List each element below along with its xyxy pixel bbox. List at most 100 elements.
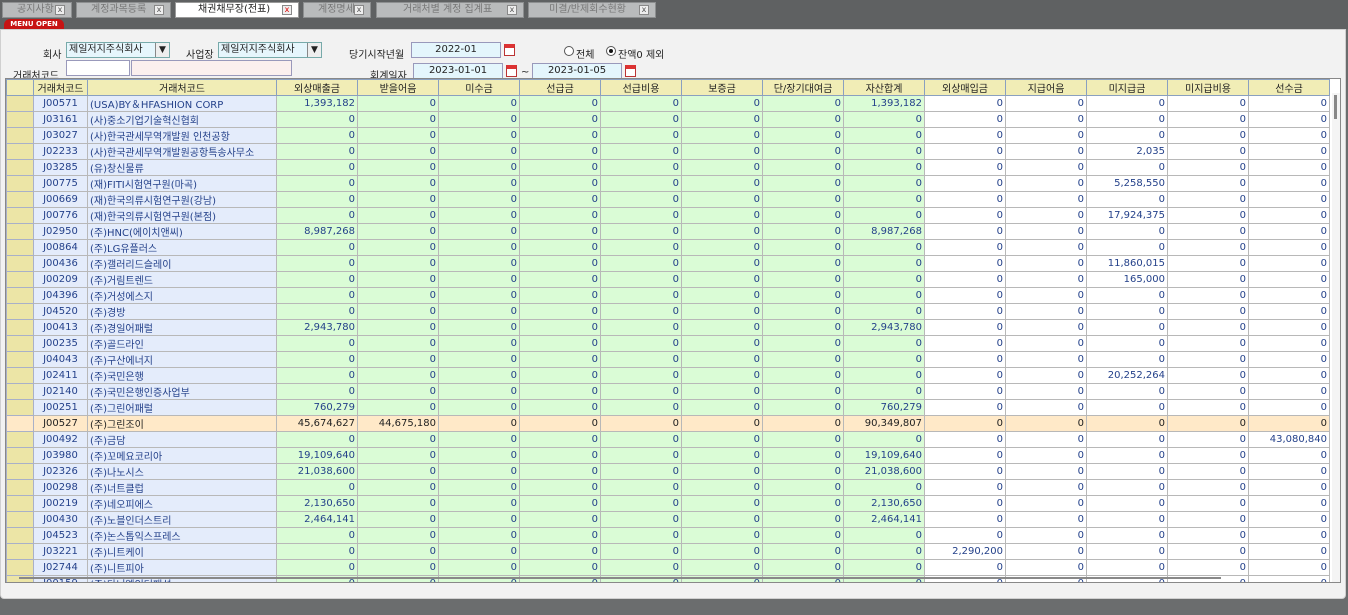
table-row[interactable]: J03285 (유)창신물류 0 0 0 0 0 0 0 0 0 0 0 0 0 bbox=[6, 159, 1330, 176]
amount-cell[interactable]: 0 bbox=[681, 95, 763, 112]
amount-cell[interactable]: 0 bbox=[276, 287, 358, 304]
amount-cell[interactable]: 0 bbox=[1005, 207, 1087, 224]
amount-cell[interactable]: 0 bbox=[438, 399, 520, 416]
amount-cell[interactable]: 2,130,650 bbox=[276, 495, 358, 512]
amount-cell[interactable]: 0 bbox=[357, 175, 439, 192]
amount-cell[interactable]: 43,080,840 bbox=[1248, 431, 1330, 448]
amount-cell[interactable]: 0 bbox=[357, 111, 439, 128]
amount-cell[interactable]: 0 bbox=[519, 175, 601, 192]
amount-cell[interactable]: 0 bbox=[519, 447, 601, 464]
amount-cell[interactable]: 0 bbox=[1248, 335, 1330, 352]
amount-cell[interactable]: 0 bbox=[357, 479, 439, 496]
amount-cell[interactable]: 0 bbox=[438, 255, 520, 272]
amount-cell[interactable]: 0 bbox=[1248, 319, 1330, 336]
amount-cell[interactable]: 0 bbox=[600, 95, 682, 112]
amount-cell[interactable]: 0 bbox=[843, 479, 925, 496]
amount-cell[interactable]: 0 bbox=[357, 143, 439, 160]
row-header[interactable] bbox=[6, 431, 34, 448]
amount-cell[interactable]: 0 bbox=[924, 495, 1006, 512]
amount-cell[interactable]: 2,290,200 bbox=[924, 543, 1006, 560]
amount-cell[interactable]: 0 bbox=[519, 159, 601, 176]
horizontal-scrollbar[interactable] bbox=[19, 577, 1221, 579]
table-row[interactable]: J00669 (재)한국의류시험연구원(강남) 0 0 0 0 0 0 0 0 0 0 0 0 0 bbox=[6, 191, 1330, 208]
amount-cell[interactable]: 0 bbox=[924, 207, 1006, 224]
table-row[interactable]: J04520 (주)경방 0 0 0 0 0 0 0 0 0 0 0 0 0 bbox=[6, 303, 1330, 320]
table-row[interactable]: J02140 (주)국민은행인증사업부 0 0 0 0 0 0 0 0 0 0 0 0 0 bbox=[6, 383, 1330, 400]
amount-cell[interactable]: 0 bbox=[1167, 527, 1249, 544]
amount-cell[interactable]: 0 bbox=[276, 239, 358, 256]
client-name-cell[interactable]: (주)구산에너지 bbox=[87, 351, 277, 368]
amount-cell[interactable]: 0 bbox=[924, 303, 1006, 320]
amount-cell[interactable]: 0 bbox=[1086, 191, 1168, 208]
amount-cell[interactable]: 0 bbox=[600, 303, 682, 320]
amount-cell[interactable]: 0 bbox=[519, 351, 601, 368]
amount-cell[interactable]: 0 bbox=[1167, 511, 1249, 528]
table-row[interactable]: J00436 (주)갤러리드슬레이 0 0 0 0 0 0 0 0 0 0 11,860,015 0 0 bbox=[6, 255, 1330, 272]
amount-cell[interactable]: 0 bbox=[357, 239, 439, 256]
amount-cell[interactable]: 0 bbox=[762, 559, 844, 576]
amount-cell[interactable]: 0 bbox=[762, 111, 844, 128]
amount-cell[interactable]: 0 bbox=[924, 367, 1006, 384]
amount-cell[interactable]: 0 bbox=[1086, 559, 1168, 576]
client-code-input[interactable] bbox=[66, 60, 130, 76]
amount-cell[interactable]: 0 bbox=[924, 511, 1006, 528]
amount-cell[interactable]: 0 bbox=[357, 287, 439, 304]
amount-cell[interactable]: 0 bbox=[762, 383, 844, 400]
row-header[interactable] bbox=[6, 303, 34, 320]
amount-cell[interactable]: 11,860,015 bbox=[1086, 255, 1168, 272]
amount-cell[interactable]: 19,109,640 bbox=[276, 447, 358, 464]
amount-cell[interactable]: 0 bbox=[762, 239, 844, 256]
column-header[interactable]: 거래처코드 bbox=[87, 79, 277, 96]
column-header[interactable]: 미지급비용 bbox=[1167, 79, 1249, 96]
amount-cell[interactable]: 0 bbox=[357, 207, 439, 224]
amount-cell[interactable]: 0 bbox=[276, 255, 358, 272]
amount-cell[interactable]: 0 bbox=[843, 303, 925, 320]
amount-cell[interactable]: 0 bbox=[924, 383, 1006, 400]
amount-cell[interactable]: 0 bbox=[519, 239, 601, 256]
column-header[interactable]: 외상매입금 bbox=[924, 79, 1006, 96]
amount-cell[interactable]: 0 bbox=[1248, 271, 1330, 288]
amount-cell[interactable]: 0 bbox=[762, 463, 844, 480]
amount-cell[interactable]: 0 bbox=[600, 559, 682, 576]
amount-cell[interactable]: 0 bbox=[438, 447, 520, 464]
amount-cell[interactable]: 0 bbox=[1086, 127, 1168, 144]
amount-cell[interactable]: 0 bbox=[357, 271, 439, 288]
amount-cell[interactable]: 0 bbox=[1005, 127, 1087, 144]
amount-cell[interactable]: 0 bbox=[276, 543, 358, 560]
amount-cell[interactable]: 0 bbox=[438, 271, 520, 288]
client-code-cell[interactable]: J00413 bbox=[33, 319, 88, 336]
amount-cell[interactable]: 0 bbox=[1167, 415, 1249, 432]
amount-cell[interactable]: 0 bbox=[438, 159, 520, 176]
amount-cell[interactable]: 0 bbox=[1167, 303, 1249, 320]
client-code-cell[interactable]: J02140 bbox=[33, 383, 88, 400]
tab-account-detail[interactable]: 계정명세 x bbox=[303, 2, 371, 18]
table-row[interactable]: J00219 (주)네오피에스 2,130,650 0 0 0 0 0 0 2,130,650 0 0… bbox=[6, 495, 1330, 512]
client-code-cell[interactable]: J00235 bbox=[33, 335, 88, 352]
amount-cell[interactable]: 0 bbox=[276, 127, 358, 144]
amount-cell[interactable]: 0 bbox=[843, 111, 925, 128]
amount-cell[interactable]: 0 bbox=[438, 207, 520, 224]
client-name-cell[interactable]: (재)한국의류시험연구원(강남) bbox=[87, 191, 277, 208]
amount-cell[interactable]: 0 bbox=[762, 319, 844, 336]
amount-cell[interactable]: 0 bbox=[762, 367, 844, 384]
radio-exclude-zero[interactable] bbox=[606, 46, 616, 56]
amount-cell[interactable]: 0 bbox=[276, 383, 358, 400]
table-row[interactable]: J02326 (주)나노시스 21,038,600 0 0 0 0 0 0 21,038,600 0… bbox=[6, 463, 1330, 480]
table-row[interactable]: J02744 (주)니트피아 0 0 0 0 0 0 0 0 0 0 0 0 0 bbox=[6, 559, 1330, 576]
amount-cell[interactable]: 5,258,550 bbox=[1086, 175, 1168, 192]
amount-cell[interactable]: 0 bbox=[438, 335, 520, 352]
amount-cell[interactable]: 0 bbox=[1086, 463, 1168, 480]
client-name-cell[interactable]: (주)골드라인 bbox=[87, 335, 277, 352]
amount-cell[interactable]: 0 bbox=[1005, 367, 1087, 384]
client-code-cell[interactable]: J03285 bbox=[33, 159, 88, 176]
table-row[interactable]: J00209 (주)거림트렌드 0 0 0 0 0 0 0 0 0 0 165,000 0 0 bbox=[6, 271, 1330, 288]
table-row[interactable]: J00492 (주)금담 0 0 0 0 0 0 0 0 0 0 0 0 43,080,840 bbox=[6, 431, 1330, 448]
amount-cell[interactable]: 0 bbox=[1167, 319, 1249, 336]
amount-cell[interactable]: 0 bbox=[1086, 543, 1168, 560]
amount-cell[interactable]: 0 bbox=[1005, 351, 1087, 368]
amount-cell[interactable]: 0 bbox=[681, 559, 763, 576]
column-header[interactable]: 외상매출금 bbox=[276, 79, 358, 96]
amount-cell[interactable]: 0 bbox=[681, 319, 763, 336]
amount-cell[interactable]: 0 bbox=[519, 495, 601, 512]
amount-cell[interactable]: 0 bbox=[843, 143, 925, 160]
